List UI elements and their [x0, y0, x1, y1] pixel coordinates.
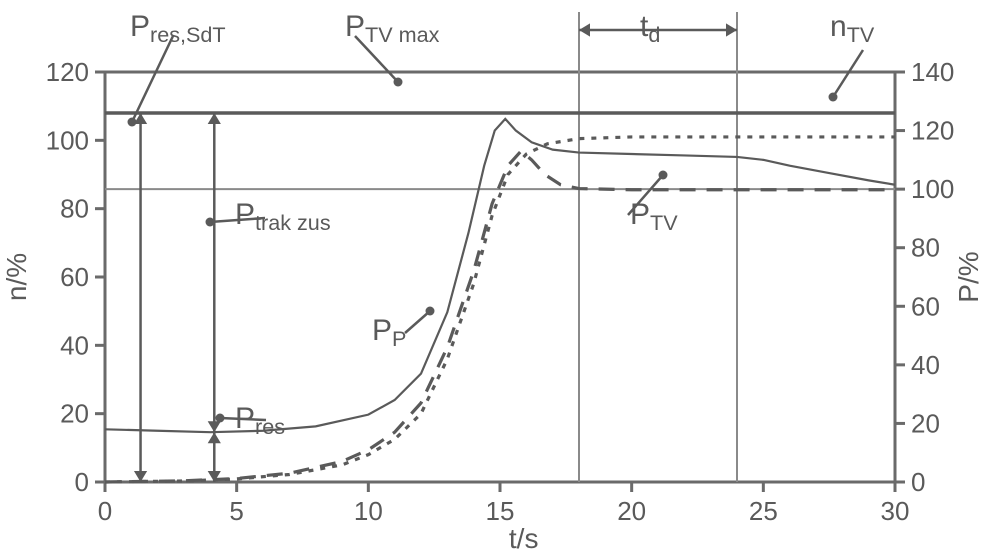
y-left-tick: 100	[46, 125, 89, 155]
label-td: td	[640, 10, 660, 47]
y-right-tick: 20	[911, 408, 940, 438]
leader-dot-Pres_SdT	[128, 118, 137, 127]
x-axis-label: t/s	[509, 523, 539, 554]
y-left-tick: 0	[75, 467, 89, 497]
leader-dot-Pres	[216, 414, 225, 423]
y-right-tick: 100	[911, 174, 954, 204]
y-right-label: P/%	[953, 251, 984, 302]
x-tick-label: 0	[98, 496, 112, 526]
y-left-tick: 20	[60, 399, 89, 429]
y-left-tick: 80	[60, 194, 89, 224]
y-right-tick: 40	[911, 350, 940, 380]
label-Pres: Pres	[235, 402, 285, 439]
leader-dot-Ptrak	[206, 218, 215, 227]
y-right-tick: 80	[911, 233, 940, 263]
leader-dot-P_TV_max	[394, 78, 403, 87]
y-left-label: n/%	[1, 253, 32, 301]
label-n_TV: nTV	[830, 10, 875, 47]
x-tick-label: 15	[486, 496, 515, 526]
label-Ptrak_zus: Ptrak zus	[235, 198, 331, 235]
x-tick-label: 25	[749, 496, 778, 526]
leader-dot-P_P	[426, 307, 435, 316]
y-left-tick: 120	[46, 57, 89, 87]
leader-dot-n_TV	[829, 93, 838, 102]
y-left-tick: 40	[60, 330, 89, 360]
label-P_TV_max: PTV max	[345, 10, 440, 47]
leader-Pres_SdT	[132, 36, 173, 122]
leader-dot-P_TV	[659, 171, 668, 180]
x-tick-label: 5	[229, 496, 243, 526]
label-P_TV: PTV	[630, 198, 678, 235]
y-right-tick: 0	[911, 467, 925, 497]
y-right-tick: 60	[911, 291, 940, 321]
series-P_P	[105, 119, 895, 432]
label-P_P: PP	[372, 314, 406, 351]
y-left-tick: 60	[60, 262, 89, 292]
y-right-tick: 140	[911, 57, 954, 87]
x-tick-label: 30	[881, 496, 910, 526]
x-tick-label: 10	[354, 496, 383, 526]
label-Pres_SdT: Pres,SdT	[130, 10, 226, 47]
leader-P_P	[405, 311, 430, 333]
x-tick-label: 20	[617, 496, 646, 526]
y-right-tick: 120	[911, 116, 954, 146]
